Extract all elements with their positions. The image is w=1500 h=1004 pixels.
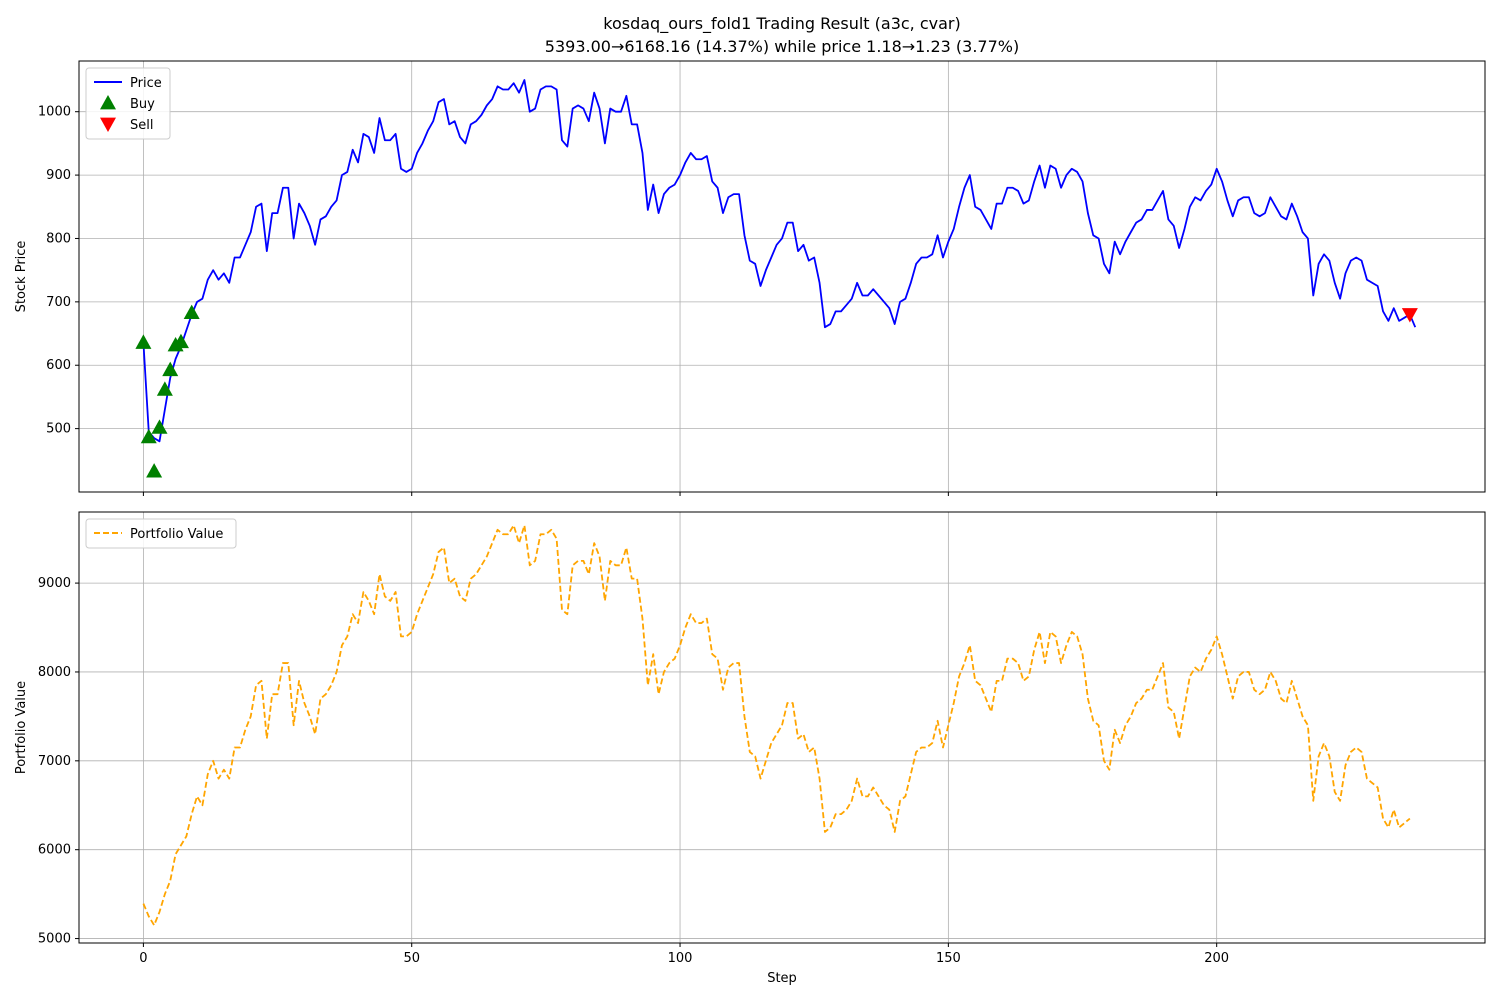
- price-series-line: [142, 79, 1417, 443]
- portfolio-y-tick-label: 7000: [38, 754, 71, 769]
- buy-marker: [140, 428, 157, 444]
- portfolio-legend-box: [85, 518, 237, 549]
- x-tick-label: 100: [668, 951, 693, 966]
- price-panel: 500 600 700 800 900 1000 Stock Price Price Buy Se…: [14, 60, 1486, 496]
- x-axis-label: Step: [767, 971, 797, 986]
- buy-marker: [172, 333, 189, 349]
- x-tick-label: 0: [139, 951, 147, 966]
- price-y-tick-label: 900: [46, 168, 71, 183]
- portfolio-axes-frame: [78, 511, 1486, 944]
- buy-marker: [156, 381, 173, 396]
- buy-marker: [162, 361, 179, 377]
- price-y-tick-label: 1000: [38, 105, 71, 120]
- portfolio-y-tick-label: 6000: [38, 843, 71, 858]
- portfolio-panel: 5000 6000 7000 8000 9000 0 50 100 150 200 Portfoli…: [14, 511, 1486, 986]
- portfolio-y-axis-label: Portfolio Value: [14, 681, 29, 774]
- portfolio-y-tick-label: 9000: [38, 576, 71, 591]
- price-y-tick-label: 600: [46, 358, 71, 373]
- legend-label: Portfolio Value: [130, 527, 223, 542]
- buy-marker: [151, 419, 168, 434]
- portfolio-y-tick-label: 5000: [38, 932, 71, 947]
- legend-label: Price: [130, 76, 162, 91]
- figure-title-line1: kosdaq_ours_fold1 Trading Result (a3c, c…: [603, 14, 960, 34]
- legend-label: Buy: [130, 97, 155, 112]
- portfolio-y-tick-label: 8000: [38, 665, 71, 680]
- price-y-tick-label: 700: [46, 295, 71, 310]
- sell-marker: [1401, 308, 1418, 323]
- buy-marker: [135, 334, 152, 349]
- portfolio-series-line: [142, 524, 1411, 927]
- legend-swatch: [100, 117, 116, 132]
- x-tick-label: 50: [403, 951, 420, 966]
- x-tick-label: 200: [1204, 951, 1229, 966]
- price-axes-frame: [78, 60, 1486, 493]
- buy-marker: [183, 304, 200, 320]
- legend-swatch: [100, 95, 116, 110]
- figure-title-line2: 5393.00→6168.16 (14.37%) while price 1.1…: [545, 37, 1019, 56]
- price-y-tick-label: 800: [46, 231, 71, 246]
- legend-label: Sell: [130, 118, 153, 133]
- price-y-tick-label: 500: [46, 422, 71, 437]
- price-y-axis-label: Stock Price: [14, 241, 29, 313]
- x-tick-label: 150: [936, 951, 961, 966]
- buy-marker: [146, 463, 163, 478]
